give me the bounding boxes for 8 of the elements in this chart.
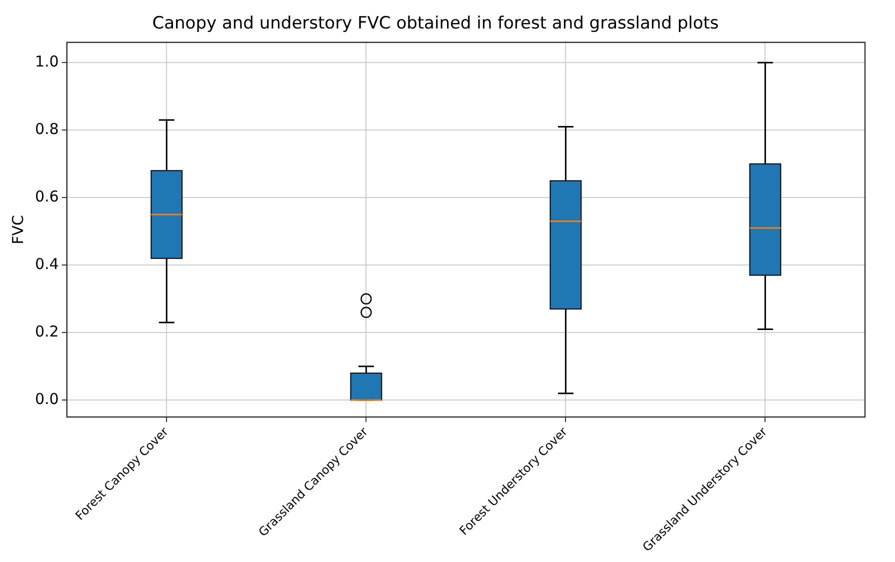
y-tick-label: 0.4 [34, 255, 59, 274]
y-tick-label: 0.2 [34, 322, 59, 341]
y-tick-label: 1.0 [34, 52, 59, 71]
y-tick-label: 0.0 [34, 390, 59, 408]
chart-title: Canopy and understory FVC obtained in forest and grassland plots [152, 14, 719, 34]
y-tick-label: 0.8 [34, 120, 59, 138]
y-tick-label: 0.6 [34, 188, 59, 206]
y-axis-title: FVC [8, 215, 27, 244]
